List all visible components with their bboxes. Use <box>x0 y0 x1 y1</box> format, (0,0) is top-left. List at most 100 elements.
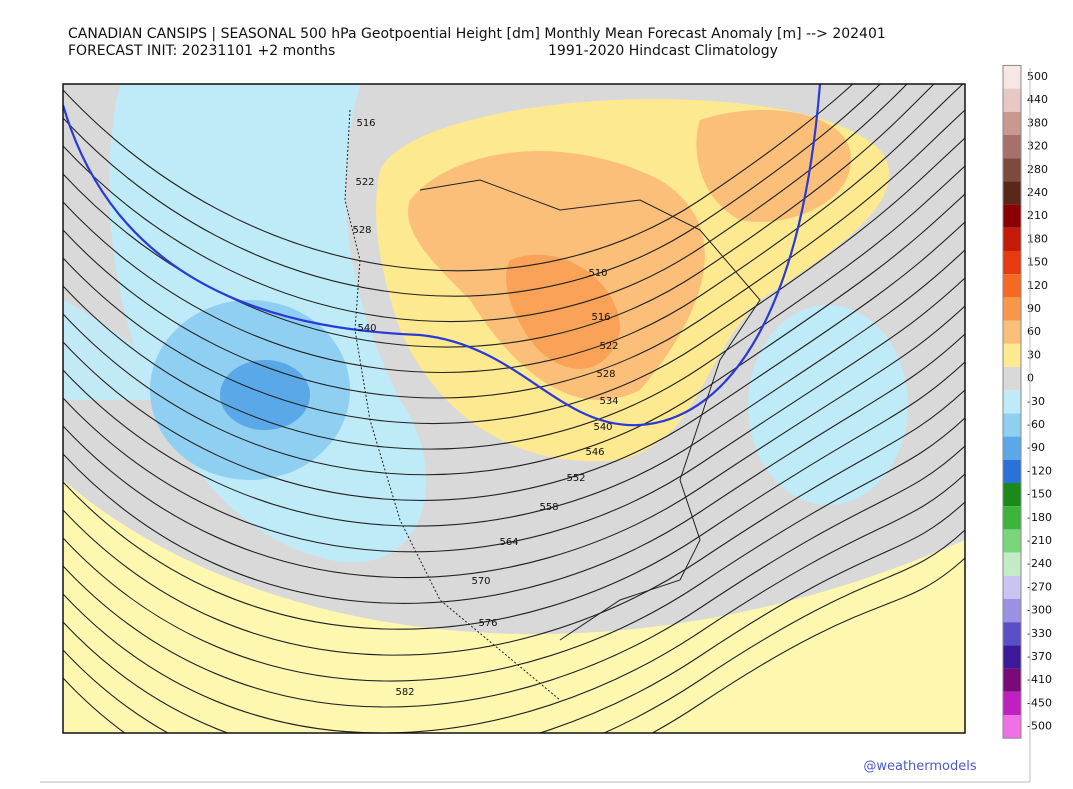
colorbar-swatch <box>1003 691 1021 715</box>
contour-label: 522 <box>355 177 374 188</box>
colorbar-label: -240 <box>1027 557 1052 570</box>
colorbar-label: -60 <box>1027 418 1045 431</box>
colorbar-label: 380 <box>1027 116 1048 129</box>
map-frame <box>62 83 966 734</box>
colorbar-swatch <box>1003 506 1021 530</box>
colorbar-swatch <box>1003 274 1021 298</box>
contour-line <box>63 361 965 630</box>
contour-label: 564 <box>499 537 518 548</box>
colorbar-label: -330 <box>1027 627 1052 640</box>
colorbar-swatch <box>1003 343 1021 367</box>
colorbar-swatch <box>1003 111 1021 135</box>
contour-labels: 516 522 528 540 510 516 522 528 534 540 546 552 558 5… <box>352 118 618 698</box>
colorbar-label: -270 <box>1027 580 1052 593</box>
colorbar-label: 120 <box>1027 279 1048 292</box>
colorbar-swatch <box>1003 459 1021 483</box>
contour-label: 558 <box>539 502 558 513</box>
contour-label: 516 <box>591 312 610 323</box>
contour-line <box>63 529 965 733</box>
contour-line <box>63 417 965 682</box>
contour-line <box>63 84 882 297</box>
colorbar-label: 440 <box>1027 93 1048 106</box>
colorbar-label: 320 <box>1027 140 1048 153</box>
contour-line <box>63 84 908 323</box>
colorbar-label: 30 <box>1027 348 1041 361</box>
colorbar-swatch <box>1003 599 1021 623</box>
colorbar-label: 210 <box>1027 209 1048 222</box>
colorbar-label: 280 <box>1027 163 1048 176</box>
contour-label: 510 <box>588 268 607 279</box>
contour-line <box>63 389 965 656</box>
colorbar-label: 60 <box>1027 325 1041 338</box>
contour-line <box>63 165 965 450</box>
colorbar-label: 180 <box>1027 232 1048 245</box>
colorbar-swatch <box>1003 227 1021 251</box>
colorbar-label: 240 <box>1027 186 1048 199</box>
contour-label: 528 <box>596 369 615 380</box>
colorbar-swatch <box>1003 367 1021 391</box>
colorbar-swatch <box>1003 483 1021 507</box>
colorbar: 5004403803202802402101801501209060300-30… <box>1002 64 1052 739</box>
contour-line <box>63 109 965 399</box>
init-line: FORECAST INIT: 20231101 +2 months <box>68 43 335 59</box>
contour-line <box>63 221 965 501</box>
contour-line <box>63 445 965 708</box>
credit: @weathermodels <box>863 759 977 774</box>
colorbar-label: -90 <box>1027 441 1045 454</box>
colorbar-label: -300 <box>1027 604 1052 617</box>
colorbar-swatch <box>1003 668 1021 692</box>
colorbar-swatch <box>1003 529 1021 553</box>
colorbar-swatch <box>1003 297 1021 321</box>
contour-label: 528 <box>352 225 371 236</box>
climatology: 1991-2020 Hindcast Climatology <box>548 43 778 59</box>
map <box>63 84 965 733</box>
contour-label: 552 <box>566 473 585 484</box>
contour-label: 540 <box>357 323 376 334</box>
colorbar-label: -500 <box>1027 720 1052 733</box>
colorbar-label: -410 <box>1027 673 1052 686</box>
contour-label: 546 <box>585 447 604 458</box>
colorbar-label: -450 <box>1027 696 1052 709</box>
colorbar-label: 150 <box>1027 256 1048 269</box>
colorbar-swatch <box>1003 181 1021 205</box>
colorbar-swatch <box>1003 158 1021 182</box>
title: CANADIAN CANSIPS | SEASONAL 500 hPa Geot… <box>68 26 886 42</box>
colorbar-swatch <box>1003 204 1021 228</box>
colorbar-label: 90 <box>1027 302 1041 315</box>
contour-line <box>63 249 965 527</box>
contour-label: 540 <box>593 422 612 433</box>
colorbar-label: -120 <box>1027 464 1052 477</box>
colorbar-swatch <box>1003 575 1021 599</box>
contour-label: 570 <box>471 576 490 587</box>
colorbar-swatch <box>1003 390 1021 414</box>
colorbar-label: -180 <box>1027 511 1052 524</box>
colorbar-swatch <box>1003 436 1021 460</box>
colorbar-label: -150 <box>1027 488 1052 501</box>
contour-label: 576 <box>478 618 497 629</box>
colorbar-swatch <box>1003 622 1021 646</box>
colorbar-frame <box>1002 64 1022 739</box>
contour-label: 534 <box>599 396 618 407</box>
contour-line <box>63 557 965 733</box>
contour-line <box>63 305 965 579</box>
contour-line <box>63 84 964 373</box>
colorbar-swatch <box>1003 65 1021 89</box>
contour-label: 582 <box>395 687 414 698</box>
colorbar-swatch <box>1003 135 1021 159</box>
contour-line <box>63 277 965 553</box>
contour-line <box>63 137 965 425</box>
colorbar-label: -210 <box>1027 534 1052 547</box>
contour-label: 516 <box>356 118 375 129</box>
colorbar-swatch <box>1003 645 1021 669</box>
colorbar-swatch <box>1003 552 1021 576</box>
colorbar-swatch <box>1003 715 1021 739</box>
colorbar-swatch <box>1003 88 1021 112</box>
contour-line <box>63 473 965 733</box>
colorbar-swatch <box>1003 251 1021 275</box>
contour-line <box>63 193 965 476</box>
colorbar-label: -370 <box>1027 650 1052 663</box>
colorbar-label: -30 <box>1027 395 1045 408</box>
colorbar-swatch <box>1003 413 1021 437</box>
